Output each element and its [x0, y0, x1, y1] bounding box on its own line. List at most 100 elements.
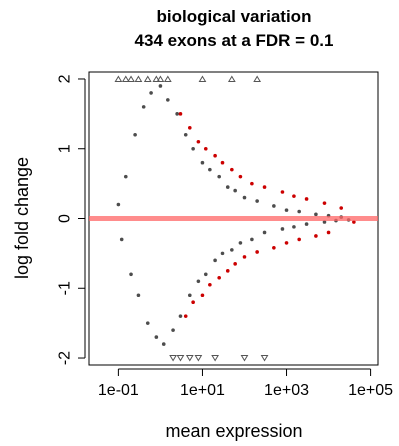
data-point [250, 181, 254, 186]
data-point [145, 321, 150, 325]
data-point [242, 255, 247, 259]
data-point [220, 251, 225, 256]
data-point [280, 190, 285, 194]
data-point [233, 188, 237, 193]
data-point [230, 167, 234, 172]
clipped-point [134, 75, 143, 82]
data-point [196, 139, 201, 144]
data-point [208, 282, 212, 287]
data-point [262, 185, 267, 189]
y-tick-label: 1 [57, 144, 74, 153]
clipped-point [194, 355, 203, 362]
data-point [230, 248, 234, 252]
data-point [255, 250, 259, 254]
points-layer [114, 75, 356, 362]
data-point [208, 167, 212, 172]
data-point [187, 293, 192, 298]
data-point [225, 269, 230, 273]
clipped-point [185, 355, 194, 362]
data-point [213, 153, 217, 158]
data-point [272, 246, 276, 250]
clipped-point [152, 75, 161, 82]
data-point [136, 293, 141, 298]
clipped-point [176, 355, 185, 362]
x-axis: 1e-01 1e+01 1e+03 1e+05 [98, 368, 393, 399]
data-point [314, 212, 318, 217]
data-point [191, 300, 195, 305]
data-point [141, 105, 146, 109]
clipped-point [227, 75, 236, 82]
data-point [196, 279, 201, 284]
data-point [250, 237, 254, 242]
y-tick-label: 2 [57, 74, 74, 83]
data-point [220, 160, 225, 165]
clipped-point [169, 355, 177, 362]
chart-subtitle: 434 exons at a FDR = 0.1 [135, 31, 334, 50]
data-point [297, 237, 301, 242]
data-point [233, 262, 237, 266]
data-point [322, 220, 327, 224]
data-point [304, 222, 309, 226]
clipped-point [260, 355, 269, 362]
data-point [284, 241, 289, 245]
data-point [175, 112, 179, 116]
clipped-point [121, 75, 130, 82]
data-point [161, 342, 166, 346]
data-point [292, 194, 296, 198]
data-point [116, 202, 121, 207]
clipped-point [163, 75, 172, 82]
x-tick-label: 1e+01 [180, 382, 225, 399]
data-point [200, 293, 205, 298]
x-tick-label: 1e+05 [348, 382, 393, 399]
clipped-point [240, 355, 249, 362]
data-point [183, 314, 188, 318]
data-point [203, 146, 208, 151]
data-point [123, 174, 128, 179]
data-point [255, 199, 259, 203]
data-point [133, 132, 137, 137]
data-point [262, 230, 267, 235]
data-point [339, 206, 344, 210]
clipped-point [198, 75, 207, 82]
data-point [272, 204, 276, 208]
data-point [322, 201, 327, 205]
data-point [149, 91, 153, 95]
x-axis-label: mean expression [165, 421, 302, 441]
data-point [213, 258, 217, 263]
clipped-point [211, 355, 219, 362]
data-point [183, 132, 188, 137]
data-point [178, 314, 183, 318]
chart-title: biological variation [157, 7, 312, 26]
data-point [304, 197, 309, 201]
data-point [129, 272, 133, 277]
y-axis: -2 -1 0 1 2 [57, 74, 86, 365]
data-point [242, 195, 247, 200]
data-point [158, 84, 163, 88]
x-tick-label: 1e-01 [98, 382, 139, 399]
data-point [326, 230, 331, 235]
data-point [166, 98, 170, 102]
y-tick-label: -2 [57, 351, 74, 365]
data-point [225, 185, 230, 189]
data-point [280, 227, 285, 231]
x-tick-label: 1e+03 [264, 382, 309, 399]
data-point [314, 234, 318, 238]
data-point [297, 209, 301, 214]
data-point [284, 208, 289, 212]
data-point [191, 146, 195, 151]
clipped-point [156, 75, 165, 82]
data-point [292, 225, 296, 229]
y-tick-label: 0 [57, 214, 74, 223]
y-tick-label: -1 [57, 281, 74, 295]
data-point [217, 174, 221, 179]
y-axis-label: log fold change [12, 157, 32, 279]
data-point [238, 241, 243, 245]
data-point [352, 220, 356, 224]
data-point [203, 272, 208, 277]
data-point [154, 335, 159, 339]
data-point [200, 160, 205, 165]
clipped-point [253, 75, 262, 82]
data-point [171, 328, 175, 332]
data-point [178, 112, 183, 116]
